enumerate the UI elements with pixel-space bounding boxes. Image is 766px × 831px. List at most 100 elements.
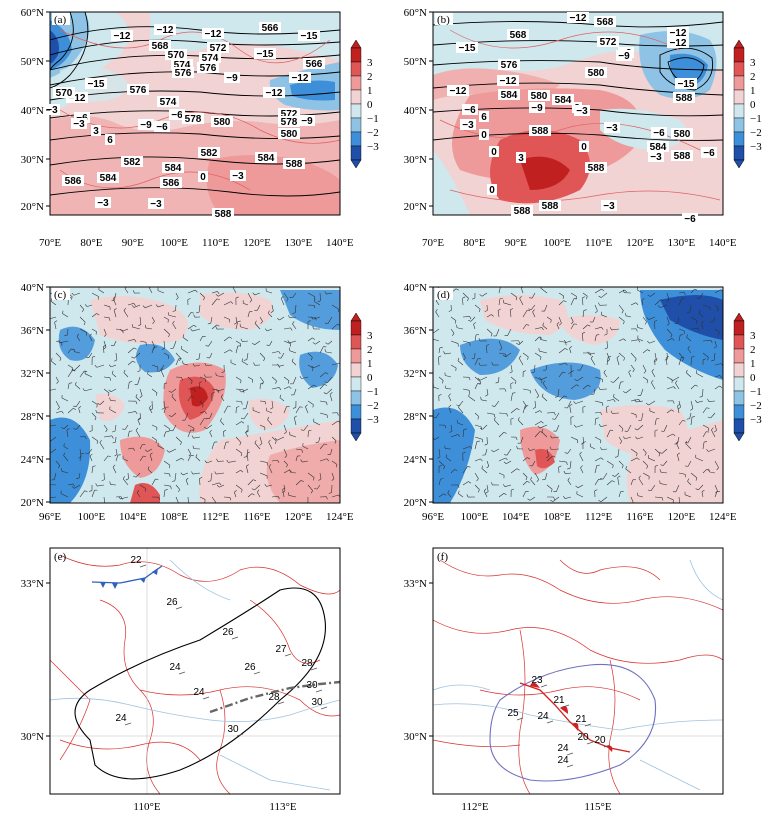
- contour-label: 584: [555, 95, 572, 106]
- colorbar-segment: [350, 404, 362, 420]
- wind-barb-feather: [554, 396, 558, 398]
- wind-barb-feather: [574, 378, 578, 382]
- wind-barb: [245, 466, 249, 474]
- station-value: 24: [557, 743, 569, 754]
- wind-barb-feather: [606, 405, 609, 408]
- wind-barb-feather: [314, 317, 317, 321]
- wind-barb-feather: [253, 362, 256, 366]
- wind-barb-feather: [107, 455, 111, 458]
- wind-barb: [714, 385, 720, 390]
- wind-barb-feather: [58, 339, 61, 343]
- lon-tick-label: 110°E: [585, 237, 612, 249]
- wind-barb: [67, 364, 73, 369]
- panel-b-label: (b): [437, 14, 450, 26]
- wind-barb: [557, 388, 560, 397]
- wind-barb: [63, 446, 69, 450]
- wind-barb: [506, 448, 512, 456]
- wind-barb-feather: [477, 377, 481, 381]
- wind-barb: [648, 400, 656, 406]
- wind-barb-feather: [476, 478, 479, 482]
- panel-b-label-box: [435, 13, 453, 25]
- wind-barb: [127, 447, 134, 450]
- contour-label: −12: [670, 38, 687, 49]
- lon-tick-label: 70°E: [422, 237, 444, 249]
- wind-barb: [223, 301, 231, 306]
- wind-barb-feather: [586, 296, 588, 300]
- colorbar-tick: 1: [750, 85, 756, 97]
- wind-barb: [139, 340, 147, 343]
- wind-barb: [133, 304, 141, 308]
- wind-barb: [245, 432, 249, 438]
- wind-barb-feather: [312, 368, 314, 372]
- wind-barb: [199, 376, 206, 380]
- wind-barb: [110, 399, 117, 402]
- wind-barb: [702, 388, 704, 397]
- wind-barb: [314, 301, 321, 306]
- contour-label-box: [574, 105, 590, 116]
- wind-barb: [223, 316, 230, 320]
- wind-barb: [605, 407, 608, 414]
- wind-barb: [79, 304, 84, 310]
- wind-barb-feather: [516, 468, 520, 471]
- wind-barb-feather: [241, 401, 243, 405]
- wind-barb: [616, 357, 620, 366]
- wind-barb: [654, 321, 656, 330]
- wind-barb-feather: [647, 340, 650, 344]
- wind-barb: [565, 472, 572, 474]
- wind-barb: [624, 436, 632, 440]
- wind-barb: [702, 304, 710, 308]
- wind-barb: [651, 371, 656, 378]
- wind-barb: [540, 287, 548, 294]
- wind-barb-feather: [483, 488, 487, 492]
- wind-barb: [654, 418, 657, 426]
- wind-barb-feather: [612, 465, 614, 469]
- panel-b-lat-tick-labels: 60°N50°N40°N30°N20°N: [404, 7, 433, 213]
- wind-barb-feather: [75, 381, 77, 385]
- contour-label-box: [667, 37, 689, 48]
- wind-barb-feather: [621, 310, 624, 314]
- wind-barb: [115, 328, 123, 331]
- colorbar-bottom-arrow: [350, 159, 362, 169]
- wind-barb: [558, 371, 563, 378]
- contour-label-box: [224, 72, 240, 83]
- wind-barb-feather: [540, 287, 542, 289]
- wind-barb: [127, 411, 136, 414]
- contour-label: −3: [232, 171, 244, 182]
- wind-barb-feather: [109, 317, 111, 321]
- wind-barb: [702, 431, 707, 438]
- wind-barb: [654, 448, 661, 454]
- wind-barb: [699, 292, 704, 299]
- wind-barb: [280, 298, 285, 306]
- wind-barb-feather: [243, 456, 247, 458]
- colorbar-segment: [733, 376, 745, 392]
- wind-barb: [601, 292, 608, 298]
- wind-barb-feather: [89, 453, 93, 457]
- wind-barb-feather: [468, 377, 471, 381]
- wind-barb-feather: [241, 358, 243, 362]
- wind-barb-feather: [63, 443, 65, 447]
- wind-barb: [112, 298, 117, 306]
- wind-barb: [151, 347, 155, 354]
- wind-barb: [594, 334, 597, 342]
- wind-barb-feather: [491, 449, 494, 453]
- wind-barb: [75, 400, 81, 407]
- colorbar-tick: −1: [367, 113, 379, 125]
- wind-barb-feather: [675, 380, 678, 384]
- wind-barb: [114, 292, 117, 301]
- wind-barb: [84, 388, 93, 392]
- wind-barb: [163, 407, 167, 414]
- wind-barb: [327, 376, 333, 383]
- wind-barb: [54, 322, 57, 330]
- wind-barb: [594, 411, 601, 414]
- wind-barb: [259, 424, 266, 428]
- wind-barb: [542, 325, 548, 330]
- wind-barb-feather: [239, 389, 242, 393]
- wind-barb: [127, 339, 135, 342]
- wind-barb: [510, 393, 513, 402]
- contour-label-box: [149, 40, 171, 51]
- wind-barb-feather: [289, 469, 291, 473]
- wind-barb-feather: [616, 355, 620, 358]
- station-value: 28: [268, 692, 280, 703]
- wind-barb-feather: [525, 477, 528, 481]
- wind-barb: [175, 358, 179, 366]
